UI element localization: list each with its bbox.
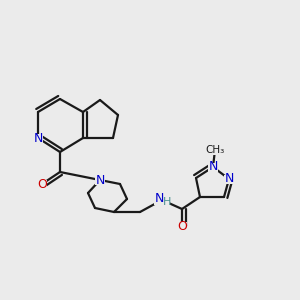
- Text: N: N: [154, 193, 164, 206]
- Text: CH₃: CH₃: [206, 145, 225, 155]
- Bar: [37, 179, 47, 188]
- Bar: [154, 196, 170, 205]
- Text: N: N: [95, 173, 105, 187]
- Bar: [224, 175, 234, 184]
- Text: O: O: [37, 178, 47, 190]
- Bar: [208, 163, 218, 172]
- Text: N: N: [224, 172, 234, 185]
- Bar: [33, 134, 43, 142]
- Text: H: H: [163, 197, 171, 207]
- Bar: [95, 176, 105, 184]
- Text: O: O: [177, 220, 187, 232]
- Text: N: N: [33, 131, 43, 145]
- Text: N: N: [208, 160, 218, 173]
- Bar: [208, 146, 223, 154]
- Bar: [177, 221, 187, 230]
